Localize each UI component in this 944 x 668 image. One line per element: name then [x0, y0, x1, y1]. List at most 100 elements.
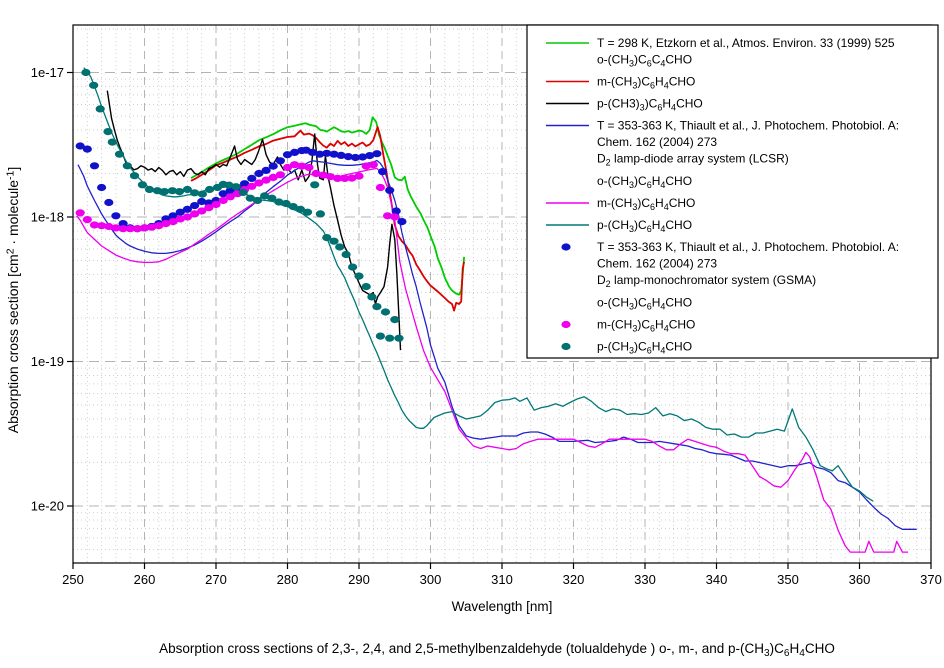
data-point	[81, 68, 91, 77]
legend-label: T = 353-363 K, Thiault et al., J. Photoc…	[597, 240, 899, 254]
data-point	[190, 210, 200, 218]
series-etzkorn-p-line	[106, 90, 402, 351]
data-point	[361, 283, 371, 291]
data-point	[254, 169, 264, 178]
data-point	[290, 148, 300, 156]
data-point	[175, 208, 185, 216]
data-point	[274, 198, 284, 206]
series-thiault-gsma-m-dots	[75, 161, 400, 233]
figure-caption: Absorption cross sections of 2,3-, 2,4, …	[159, 641, 835, 659]
legend-label: T = 298 K, Etzkorn et al., Atmos. Enviro…	[597, 36, 895, 50]
data-point	[190, 202, 200, 210]
x-tick-label: 320	[563, 572, 585, 587]
x-tick-label: 270	[205, 572, 227, 587]
data-point	[372, 150, 382, 158]
series-thiault-lcsr-o-line	[77, 159, 917, 530]
data-point	[129, 172, 140, 180]
data-point	[261, 166, 271, 174]
data-point	[354, 272, 364, 280]
data-point	[315, 150, 325, 158]
data-point	[97, 183, 107, 192]
data-point	[336, 151, 346, 159]
data-point	[350, 153, 360, 162]
x-tick-label: 340	[706, 572, 728, 587]
data-point	[89, 221, 100, 229]
data-point	[118, 225, 128, 233]
legend-label: o-(CH3)C6C4CHO	[597, 53, 692, 69]
y-tick-label: 1e-17	[31, 65, 64, 80]
data-point	[182, 213, 192, 221]
data-point	[325, 173, 335, 181]
series-thiault-gsma-o-dots	[75, 142, 407, 233]
data-point	[97, 222, 107, 230]
legend-marker-thiault-gsma-o	[561, 243, 571, 251]
legend-label: Chem. 162 (2004) 273	[597, 257, 717, 271]
data-point	[107, 138, 117, 146]
x-tick-label: 280	[277, 572, 299, 587]
data-point	[380, 308, 391, 316]
data-point	[224, 181, 234, 189]
series-thiault-lcsr-m-line	[76, 167, 909, 553]
data-point	[304, 163, 314, 172]
x-tick-label: 300	[420, 572, 442, 587]
data-point	[358, 153, 368, 161]
data-point	[161, 220, 171, 228]
data-point	[89, 81, 99, 89]
data-point	[297, 162, 307, 170]
data-point	[132, 225, 142, 233]
y-tick-label: 1e-19	[31, 354, 64, 369]
axes: 250 260 270 280 290 300 310 320 330 340 350 360 370 1…	[31, 24, 942, 587]
data-point	[375, 183, 385, 192]
data-point	[375, 332, 385, 340]
data-point	[104, 222, 114, 231]
y-axis-label: Absorption cross section [cm2 · molecule…	[5, 167, 22, 434]
series-etzkorn-o-line	[190, 116, 465, 296]
data-point	[122, 162, 132, 170]
data-point	[361, 162, 371, 170]
data-point	[333, 174, 343, 182]
data-point	[275, 157, 285, 165]
data-point	[211, 200, 221, 209]
data-point	[295, 205, 305, 213]
data-point	[95, 105, 105, 113]
x-tick-label: 360	[849, 572, 871, 587]
data-point	[268, 173, 278, 181]
data-point	[385, 186, 395, 194]
legend-label: D2 lamp-monochromator system (GSMA)	[597, 273, 816, 289]
data-point	[288, 203, 298, 211]
data-point	[397, 218, 407, 226]
series-thiault-gsma-p-dots	[81, 68, 404, 342]
data-point	[247, 182, 257, 190]
data-point	[365, 152, 375, 160]
data-point	[104, 198, 114, 207]
data-point	[261, 176, 271, 184]
legend-label: T = 353-363 K, Thiault et al., J. Photoc…	[597, 119, 899, 133]
x-tick-label: 350	[777, 572, 799, 587]
data-point	[383, 212, 393, 220]
legend-label: p-(CH3)C6H4CHO	[597, 340, 692, 356]
data-point	[218, 190, 228, 198]
x-tick-label: 310	[491, 572, 513, 587]
data-point	[254, 179, 264, 187]
x-axis-label: Wavelength [nm]	[452, 599, 553, 614]
data-point	[82, 216, 92, 224]
data-point	[260, 192, 270, 200]
data-point	[322, 149, 332, 157]
data-point	[190, 189, 200, 197]
data-point	[390, 213, 400, 221]
legend: T = 298 K, Etzkorn et al., Atmos. Enviro…	[526, 24, 939, 359]
data-point	[329, 237, 339, 245]
data-point	[174, 188, 185, 196]
data-point	[152, 187, 162, 195]
x-tick-label: 370	[920, 572, 942, 587]
x-tick-label: 290	[348, 572, 370, 587]
data-point	[341, 250, 351, 259]
legend-label: o-(CH3)C6H4CHO	[597, 296, 692, 312]
legend-label: m-(CH3)C6H4CHO	[597, 75, 695, 91]
data-point	[175, 215, 185, 223]
data-point	[318, 171, 328, 179]
data-point	[394, 334, 404, 342]
legend-box	[526, 24, 939, 359]
